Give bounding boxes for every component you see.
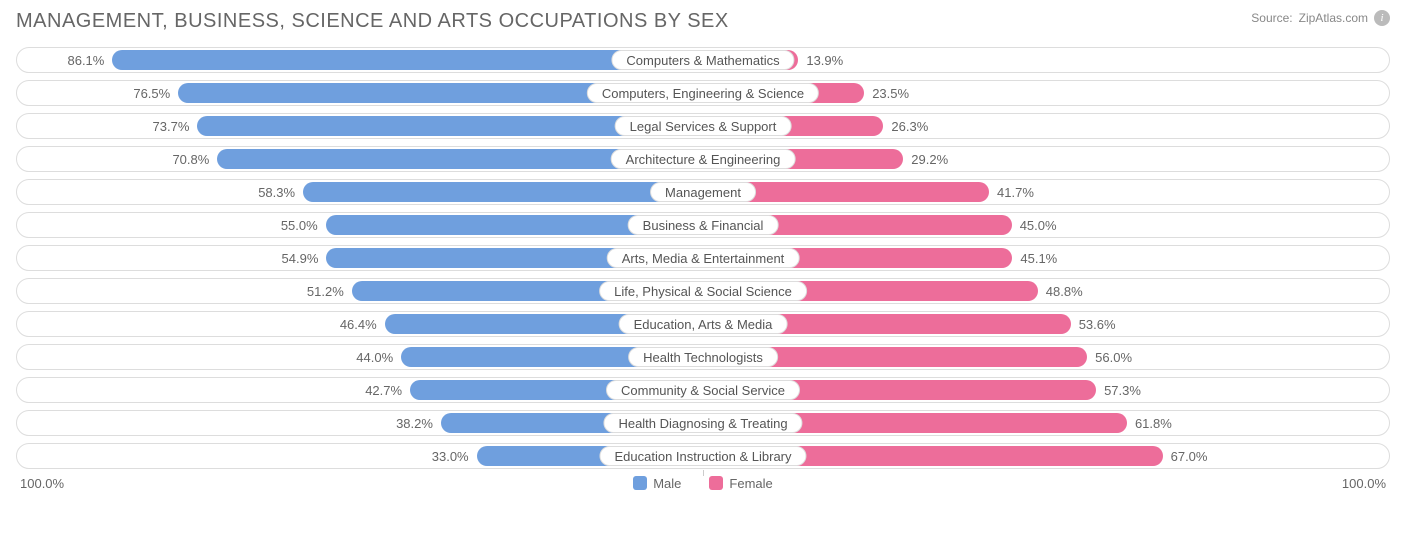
row-label: Health Technologists [628,347,778,367]
legend-male: Male [633,476,681,491]
axis-left-label: 100.0% [20,476,64,491]
chart-row: 33.0% 67.0% Education Instruction & Librar… [16,443,1390,469]
chart-row: 51.2% 48.8% Life, Physical & Social Scienc… [16,278,1390,304]
female-value: 61.8% [1127,411,1172,435]
male-value: 86.1% [67,48,112,72]
male-bar [303,182,703,202]
male-value: 42.7% [365,378,410,402]
axis-right-label: 100.0% [1342,476,1386,491]
row-label: Education Instruction & Library [599,446,806,466]
chart-row: 38.2% 61.8% Health Diagnosing & Treating [16,410,1390,436]
chart-row: 44.0% 56.0% Health Technologists [16,344,1390,370]
chart-row: 76.5% 23.5% Computers, Engineering & Scien… [16,80,1390,106]
male-value: 51.2% [307,279,352,303]
female-value: 23.5% [864,81,909,105]
female-value: 26.3% [883,114,928,138]
legend-female-label: Female [729,476,772,491]
chart-header: MANAGEMENT, BUSINESS, SCIENCE AND ARTS O… [16,10,1390,33]
female-value: 56.0% [1087,345,1132,369]
female-value: 45.1% [1012,246,1057,270]
source-label: Source: [1251,11,1292,25]
chart-row: 54.9% 45.1% Arts, Media & Entertainment [16,245,1390,271]
chart-source: Source: ZipAtlas.com i [1251,10,1390,26]
row-label: Life, Physical & Social Science [599,281,807,301]
legend-female: Female [709,476,772,491]
female-value: 45.0% [1012,213,1057,237]
female-value: 13.9% [798,48,843,72]
chart-row: 70.8% 29.2% Architecture & Engineering [16,146,1390,172]
chart-row: 42.7% 57.3% Community & Social Service [16,377,1390,403]
male-value: 38.2% [396,411,441,435]
male-value: 76.5% [133,81,178,105]
chart-title: MANAGEMENT, BUSINESS, SCIENCE AND ARTS O… [16,10,729,33]
chart-row: 55.0% 45.0% Business & Financial [16,212,1390,238]
row-label: Computers & Mathematics [611,50,794,70]
male-value: 55.0% [281,213,326,237]
row-label: Arts, Media & Entertainment [607,248,800,268]
row-label: Architecture & Engineering [611,149,796,169]
male-value: 73.7% [153,114,198,138]
female-value: 57.3% [1096,378,1141,402]
female-value: 41.7% [989,180,1034,204]
chart-row: 86.1% 13.9%Computers & Mathematics [16,47,1390,73]
row-label: Computers, Engineering & Science [587,83,819,103]
male-value: 46.4% [340,312,385,336]
info-icon[interactable]: i [1374,10,1390,26]
female-value: 53.6% [1071,312,1116,336]
male-value: 54.9% [282,246,327,270]
male-swatch [633,476,647,490]
chart-row: 46.4% 53.6% Education, Arts & Media [16,311,1390,337]
female-value: 48.8% [1038,279,1083,303]
row-label: Community & Social Service [606,380,800,400]
x-axis: 100.0% 100.0% Male Female [16,476,1390,496]
row-label: Legal Services & Support [615,116,792,136]
row-label: Education, Arts & Media [619,314,788,334]
female-swatch [709,476,723,490]
chart-row: 58.3% 41.7% Management [16,179,1390,205]
male-value: 70.8% [172,147,217,171]
male-value: 33.0% [432,444,477,468]
row-label: Management [650,182,756,202]
male-value: 44.0% [356,345,401,369]
male-value: 58.3% [258,180,303,204]
source-name: ZipAtlas.com [1299,11,1368,25]
row-label: Business & Financial [628,215,779,235]
occupations-chart: 86.1% 13.9%Computers & Mathematics 76.5% 23… [16,47,1390,469]
female-value: 67.0% [1163,444,1208,468]
legend-male-label: Male [653,476,681,491]
legend: Male Female [16,476,1390,491]
row-label: Health Diagnosing & Treating [603,413,802,433]
chart-row: 73.7% 26.3% Legal Services & Support [16,113,1390,139]
female-value: 29.2% [903,147,948,171]
